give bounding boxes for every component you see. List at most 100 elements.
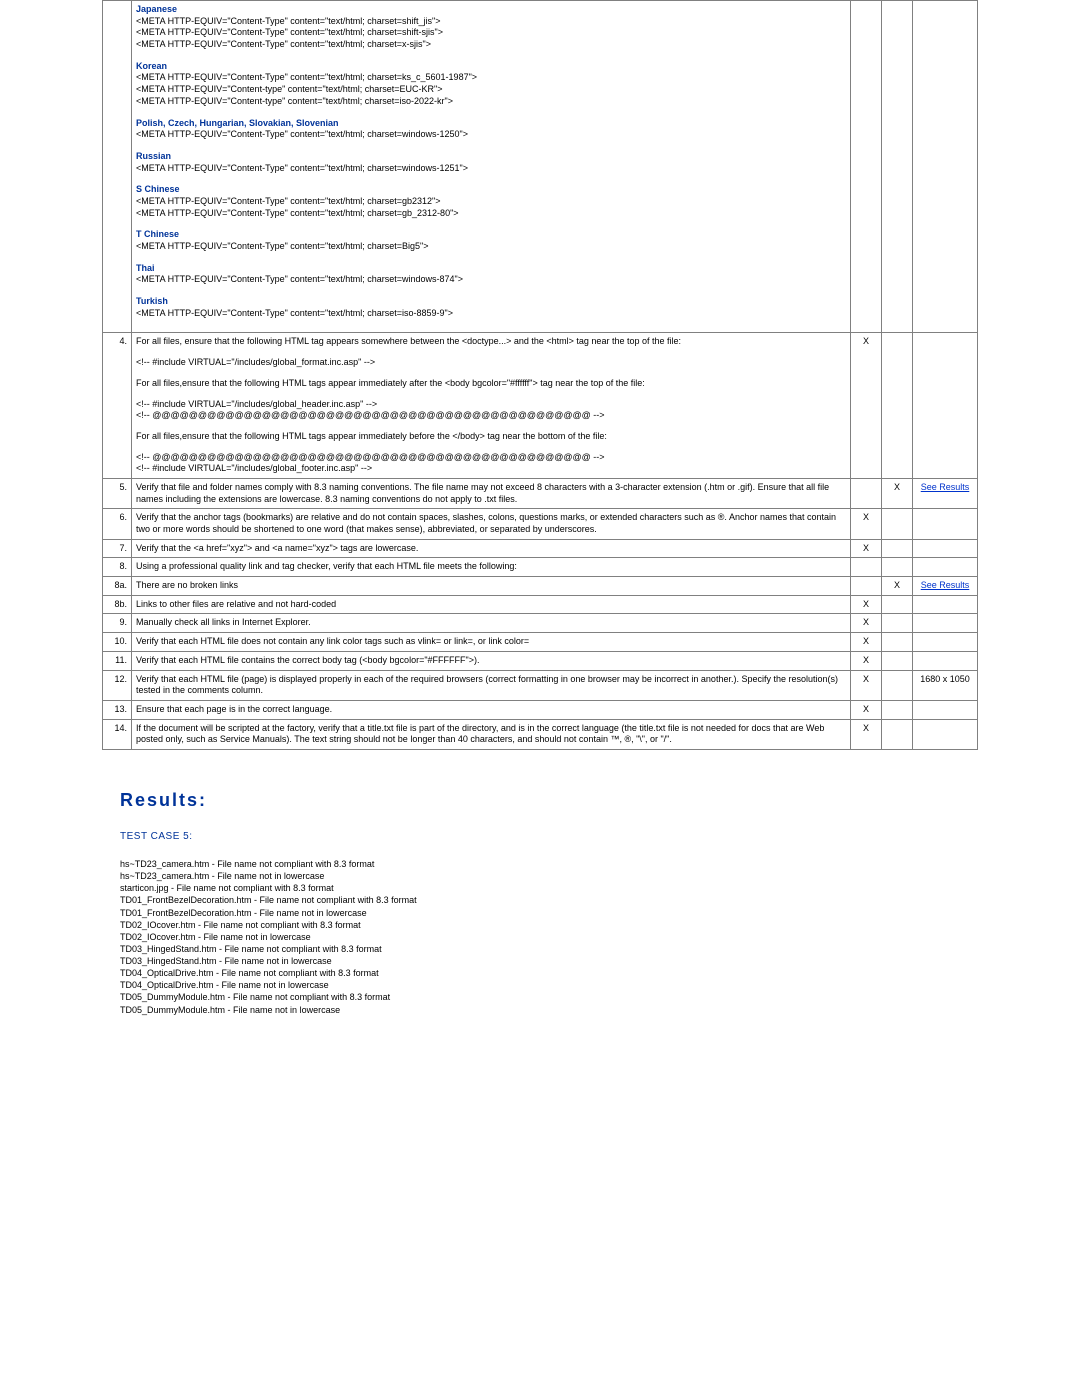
results-line: TD04_OpticalDrive.htm - File name not co…	[120, 967, 1080, 979]
col-pass	[851, 577, 882, 596]
lang-meta-cell: Japanese<META HTTP-EQUIV="Content-Type" …	[132, 1, 851, 333]
col-fail	[882, 509, 913, 539]
desc-line: For all files,ensure that the following …	[136, 378, 846, 390]
col-fail	[882, 633, 913, 652]
col-comment	[913, 1, 978, 333]
results-line: TD01_FrontBezelDecoration.htm - File nam…	[120, 894, 1080, 906]
col-comment	[913, 614, 978, 633]
row-num: 5.	[103, 478, 132, 508]
table-row: 12.Verify that each HTML file (page) is …	[103, 670, 978, 700]
table-row: 14.If the document will be scripted at t…	[103, 719, 978, 749]
meta-line: <META HTTP-EQUIV="Content-Type" content=…	[136, 308, 846, 320]
results-line: TD03_HingedStand.htm - File name not com…	[120, 943, 1080, 955]
desc-line: For all files,ensure that the following …	[136, 431, 846, 443]
row-num	[103, 1, 132, 333]
meta-line: <META HTTP-EQUIV="Content-Type" content=…	[136, 163, 846, 175]
meta-line: <META HTTP-EQUIV="Content-Type" content=…	[136, 27, 846, 39]
lang-header: T Chinese	[136, 229, 846, 241]
col-fail	[882, 333, 913, 479]
row-num: 11.	[103, 651, 132, 670]
desc-line: Manually check all links in Internet Exp…	[136, 617, 846, 629]
desc-line: For all files, ensure that the following…	[136, 336, 846, 348]
results-line: TD05_DummyModule.htm - File name not in …	[120, 1004, 1080, 1016]
col-pass: X	[851, 333, 882, 479]
col-pass: X	[851, 614, 882, 633]
results-line: TD02_IOcover.htm - File name not complia…	[120, 919, 1080, 931]
lang-header: Thai	[136, 263, 846, 275]
row-num: 8.	[103, 558, 132, 577]
col-pass: X	[851, 633, 882, 652]
desc-line: <!-- @@@@@@@@@@@@@@@@@@@@@@@@@@@@@@@@@@@…	[136, 410, 846, 422]
table-row: 8b. Links to other files are relative and…	[103, 595, 978, 614]
desc-line: <!-- @@@@@@@@@@@@@@@@@@@@@@@@@@@@@@@@@@@…	[136, 452, 846, 464]
col-comment: See Results	[913, 577, 978, 596]
meta-line: <META HTTP-EQUIV="Content-Type" content=…	[136, 72, 846, 84]
lang-header: Japanese	[136, 4, 846, 16]
col-comment	[913, 539, 978, 558]
col-fail	[882, 595, 913, 614]
row-num: 7.	[103, 539, 132, 558]
col-fail	[882, 1, 913, 333]
desc-line: Links to other files are relative and no…	[136, 599, 846, 611]
meta-line: <META HTTP-EQUIV="Content-Type" content=…	[136, 129, 846, 141]
row-desc: Manually check all links in Internet Exp…	[132, 614, 851, 633]
col-comment	[913, 651, 978, 670]
col-comment	[913, 700, 978, 719]
meta-line: <META HTTP-EQUIV="Content-Type" content=…	[136, 16, 846, 28]
row-desc: Ensure that each page is in the correct …	[132, 700, 851, 719]
desc-line: <!-- #include VIRTUAL="/includes/global_…	[136, 399, 846, 411]
meta-line: <META HTTP-EQUIV="Content-Type" content=…	[136, 241, 846, 253]
col-pass: X	[851, 670, 882, 700]
table-row: 10.Verify that each HTML file does not c…	[103, 633, 978, 652]
lang-header: Korean	[136, 61, 846, 73]
row-desc: Using a professional quality link and ta…	[132, 558, 851, 577]
lang-header: S Chinese	[136, 184, 846, 196]
col-fail: X	[882, 577, 913, 596]
col-pass: X	[851, 651, 882, 670]
col-comment	[913, 333, 978, 479]
lang-header: Russian	[136, 151, 846, 163]
col-comment	[913, 595, 978, 614]
col-fail	[882, 558, 913, 577]
row-num: 6.	[103, 509, 132, 539]
col-comment	[913, 719, 978, 749]
meta-line: <META HTTP-EQUIV="Content-Type" content=…	[136, 196, 846, 208]
col-comment	[913, 558, 978, 577]
results-heading: Results:	[120, 790, 1080, 811]
meta-line: <META HTTP-EQUIV="Content-type" content=…	[136, 96, 846, 108]
table-row: 9.Manually check all links in Internet E…	[103, 614, 978, 633]
lang-header: Polish, Czech, Hungarian, Slovakian, Slo…	[136, 118, 846, 130]
col-fail	[882, 651, 913, 670]
results-list: hs~TD23_camera.htm - File name not compl…	[120, 858, 1080, 1016]
results-line: TD01_FrontBezelDecoration.htm - File nam…	[120, 907, 1080, 919]
desc-line: Verify that each HTML file does not cont…	[136, 636, 846, 648]
col-pass: X	[851, 539, 882, 558]
col-fail: X	[882, 478, 913, 508]
col-pass	[851, 1, 882, 333]
meta-line: <META HTTP-EQUIV="Content-Type" content=…	[136, 208, 846, 220]
row-desc: Links to other files are relative and no…	[132, 595, 851, 614]
desc-line: Verify that each HTML file contains the …	[136, 655, 846, 667]
checklist-table: Japanese<META HTTP-EQUIV="Content-Type" …	[102, 0, 978, 750]
desc-line: Using a professional quality link and ta…	[136, 561, 846, 573]
table-row: 4.For all files, ensure that the followi…	[103, 333, 978, 479]
results-line: hs~TD23_camera.htm - File name not in lo…	[120, 870, 1080, 882]
results-line: TD02_IOcover.htm - File name not in lowe…	[120, 931, 1080, 943]
test-case-label: TEST CASE 5:	[120, 831, 1080, 842]
table-row: 11. Verify that each HTML file contains t…	[103, 651, 978, 670]
row-desc: There are no broken links	[132, 577, 851, 596]
col-pass: X	[851, 719, 882, 749]
desc-line: Verify that the <a href="xyz"> and <a na…	[136, 543, 846, 555]
desc-line: <!-- #include VIRTUAL="/includes/global_…	[136, 463, 846, 475]
row-desc: Verify that the anchor tags (bookmarks) …	[132, 509, 851, 539]
see-results-link[interactable]: See Results	[921, 482, 970, 492]
table-row: 8a.There are no broken linksXSee Results	[103, 577, 978, 596]
row-desc: Verify that each HTML file contains the …	[132, 651, 851, 670]
row-num: 8b.	[103, 595, 132, 614]
table-row: 5.Verify that file and folder names comp…	[103, 478, 978, 508]
col-comment: See Results	[913, 478, 978, 508]
meta-line: <META HTTP-EQUIV="Content-type" content=…	[136, 84, 846, 96]
row-num: 14.	[103, 719, 132, 749]
desc-line: There are no broken links	[136, 580, 846, 592]
see-results-link[interactable]: See Results	[921, 580, 970, 590]
